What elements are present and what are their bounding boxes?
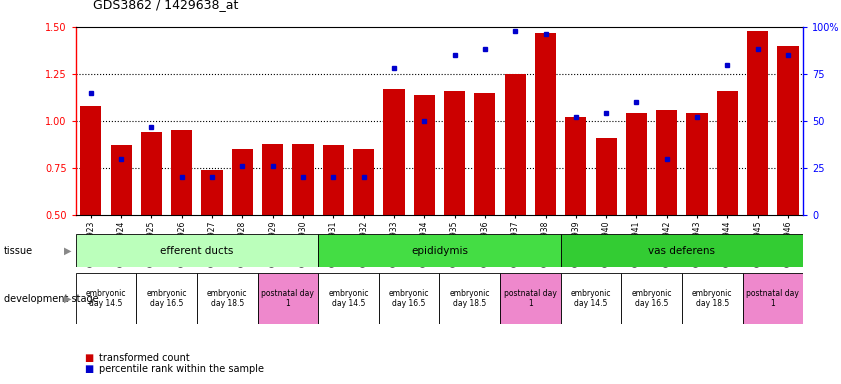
Bar [80,106,102,215]
Bar [262,144,283,215]
Bar [444,91,465,215]
Text: embryonic
day 18.5: embryonic day 18.5 [692,289,733,308]
Bar [500,273,561,324]
Text: ■: ■ [84,353,93,363]
Text: percentile rank within the sample: percentile rank within the sample [99,364,264,374]
Bar [202,170,223,215]
Text: tissue: tissue [4,245,34,256]
Text: embryonic
day 14.5: embryonic day 14.5 [86,289,126,308]
Text: embryonic
day 14.5: embryonic day 14.5 [571,289,611,308]
Bar [232,149,253,215]
Text: efferent ducts: efferent ducts [161,245,234,256]
Bar [565,117,586,215]
Bar [318,273,378,324]
Text: ■: ■ [84,364,93,374]
Bar [561,234,803,267]
Bar [621,273,682,324]
Bar [318,234,561,267]
Text: transformed count: transformed count [99,353,190,363]
Bar [378,273,439,324]
Text: development stage: development stage [4,293,99,304]
Text: postnatal day
1: postnatal day 1 [747,289,799,308]
Bar [76,234,318,267]
Bar [561,273,621,324]
Bar [595,138,616,215]
Bar [777,46,799,215]
Text: epididymis: epididymis [411,245,468,256]
Bar [626,113,647,215]
Text: embryonic
day 16.5: embryonic day 16.5 [389,289,430,308]
Text: postnatal day
1: postnatal day 1 [262,289,315,308]
Bar [257,273,318,324]
Bar [505,74,526,215]
Bar [474,93,495,215]
Bar [439,273,500,324]
Text: GDS3862 / 1429638_at: GDS3862 / 1429638_at [93,0,238,12]
Text: ▶: ▶ [64,293,71,304]
Bar [656,110,677,215]
Bar [747,31,769,215]
Bar [535,33,556,215]
Bar [197,273,257,324]
Bar [323,146,344,215]
Bar [383,89,405,215]
Bar [172,131,193,215]
Bar [717,91,738,215]
Text: embryonic
day 16.5: embryonic day 16.5 [146,289,187,308]
Text: ▶: ▶ [64,245,71,256]
Bar [140,132,162,215]
Text: postnatal day
1: postnatal day 1 [504,289,557,308]
Text: embryonic
day 14.5: embryonic day 14.5 [328,289,368,308]
Bar [76,273,136,324]
Text: embryonic
day 18.5: embryonic day 18.5 [449,289,490,308]
Text: embryonic
day 18.5: embryonic day 18.5 [207,289,247,308]
Bar [414,94,435,215]
Bar [136,273,197,324]
Bar [110,146,132,215]
Bar [293,144,314,215]
Bar [743,273,803,324]
Bar [682,273,743,324]
Text: vas deferens: vas deferens [648,245,716,256]
Text: embryonic
day 16.5: embryonic day 16.5 [632,289,672,308]
Bar [353,149,374,215]
Bar [686,113,707,215]
